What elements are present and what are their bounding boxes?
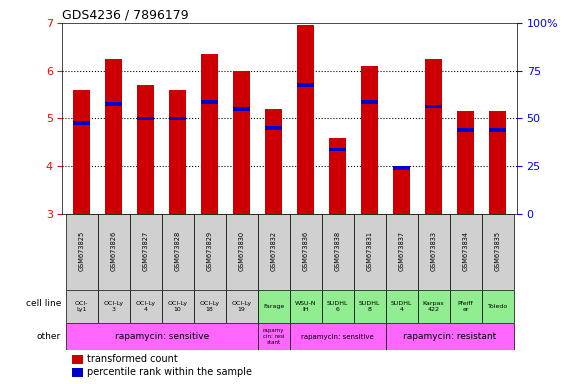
Text: rapamycin: resistant: rapamycin: resistant <box>403 332 496 341</box>
Bar <box>105 59 123 214</box>
Bar <box>450 290 482 323</box>
Text: OCI-Ly
3: OCI-Ly 3 <box>103 301 124 312</box>
Text: GSM673825: GSM673825 <box>79 230 85 271</box>
Text: WSU-N
IH: WSU-N IH <box>295 301 316 312</box>
Text: GSM673826: GSM673826 <box>111 230 116 271</box>
Text: Toledo: Toledo <box>487 304 508 309</box>
Text: GSM673830: GSM673830 <box>239 230 245 271</box>
Text: GSM673831: GSM673831 <box>367 230 373 270</box>
Bar <box>66 214 98 290</box>
Bar <box>66 323 258 350</box>
Text: OCI-Ly
19: OCI-Ly 19 <box>232 301 252 312</box>
Text: GSM673833: GSM673833 <box>431 230 437 270</box>
Text: percentile rank within the sample: percentile rank within the sample <box>87 367 252 377</box>
Bar <box>354 290 386 323</box>
Bar <box>66 290 98 323</box>
Bar <box>425 104 442 108</box>
Text: SUDHL
8: SUDHL 8 <box>359 301 381 312</box>
Bar <box>258 290 290 323</box>
Bar <box>361 66 378 214</box>
Text: other: other <box>36 332 61 341</box>
Bar <box>194 214 225 290</box>
Bar <box>233 107 250 111</box>
Bar <box>201 54 219 214</box>
Bar <box>489 129 507 132</box>
Bar <box>417 214 450 290</box>
Bar <box>194 290 225 323</box>
Text: cell line: cell line <box>26 299 61 308</box>
Bar <box>354 214 386 290</box>
Bar <box>290 323 386 350</box>
Text: GSM673838: GSM673838 <box>335 230 341 271</box>
Bar <box>72 355 83 364</box>
Bar <box>225 290 258 323</box>
Bar <box>297 83 315 87</box>
Text: OCI-Ly
4: OCI-Ly 4 <box>136 301 156 312</box>
Bar <box>72 368 83 377</box>
Bar <box>130 214 162 290</box>
Bar <box>98 214 130 290</box>
Bar <box>457 111 474 214</box>
Bar <box>73 121 90 125</box>
Text: OCI-Ly
18: OCI-Ly 18 <box>199 301 220 312</box>
Text: GSM673835: GSM673835 <box>495 230 500 271</box>
Bar <box>329 147 346 151</box>
Bar <box>162 290 194 323</box>
Text: GSM673828: GSM673828 <box>175 230 181 271</box>
Bar <box>201 100 219 104</box>
Bar <box>393 166 411 169</box>
Bar <box>393 169 411 214</box>
Text: rapamycin: sensitive: rapamycin: sensitive <box>301 334 374 339</box>
Text: GSM673836: GSM673836 <box>303 230 308 271</box>
Bar <box>386 214 417 290</box>
Text: Pfeiff
er: Pfeiff er <box>458 301 474 312</box>
Bar <box>162 214 194 290</box>
Bar <box>169 90 186 214</box>
Bar <box>73 90 90 214</box>
Bar <box>386 323 513 350</box>
Text: SUDHL
6: SUDHL 6 <box>327 301 348 312</box>
Bar <box>450 214 482 290</box>
Bar <box>321 290 354 323</box>
Text: GSM673827: GSM673827 <box>143 230 149 271</box>
Text: GSM673834: GSM673834 <box>463 230 469 271</box>
Bar <box>98 290 130 323</box>
Bar <box>386 290 417 323</box>
Bar <box>482 290 513 323</box>
Bar <box>489 111 507 214</box>
Text: transformed count: transformed count <box>87 354 178 364</box>
Text: GSM673832: GSM673832 <box>271 230 277 271</box>
Bar <box>482 214 513 290</box>
Text: GDS4236 / 7896179: GDS4236 / 7896179 <box>62 9 189 22</box>
Text: GSM673837: GSM673837 <box>399 230 404 271</box>
Bar <box>130 290 162 323</box>
Bar <box>258 323 290 350</box>
Bar <box>258 214 290 290</box>
Bar <box>417 290 450 323</box>
Bar <box>329 137 346 214</box>
Text: OCI-
Ly1: OCI- Ly1 <box>75 301 89 312</box>
Text: Karpas
422: Karpas 422 <box>423 301 445 312</box>
Bar <box>233 71 250 214</box>
Bar <box>361 100 378 104</box>
Bar <box>290 290 321 323</box>
Bar <box>225 214 258 290</box>
Text: rapamy
cin: resi
stant: rapamy cin: resi stant <box>263 328 285 345</box>
Bar <box>265 109 282 214</box>
Bar <box>290 214 321 290</box>
Bar <box>457 129 474 132</box>
Text: GSM673829: GSM673829 <box>207 230 212 271</box>
Text: Farage: Farage <box>263 304 285 309</box>
Bar <box>297 25 315 214</box>
Bar <box>265 126 282 130</box>
Text: rapamycin: sensitive: rapamycin: sensitive <box>115 332 209 341</box>
Bar <box>321 214 354 290</box>
Bar <box>137 85 154 214</box>
Bar <box>137 117 154 120</box>
Bar <box>425 59 442 214</box>
Bar <box>169 117 186 120</box>
Text: OCI-Ly
10: OCI-Ly 10 <box>168 301 188 312</box>
Bar <box>105 102 123 106</box>
Text: SUDHL
4: SUDHL 4 <box>391 301 412 312</box>
